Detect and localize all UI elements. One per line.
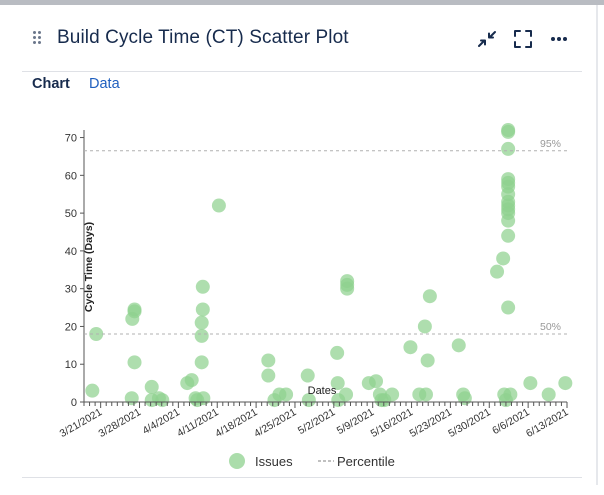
scatter-point — [211, 198, 226, 213]
scatter-point — [501, 141, 516, 156]
scatter-point — [541, 387, 556, 402]
x-tick-label: 5/16/2021 — [369, 406, 416, 440]
scatter-point — [403, 340, 418, 355]
scatter-point — [300, 368, 315, 383]
scatter-point — [127, 304, 142, 319]
fullscreen-button[interactable] — [511, 27, 535, 51]
scatter-point — [195, 302, 210, 317]
y-tick-label: 60 — [65, 170, 77, 182]
widget-card: Build Cycle Time (CT) Scatter Plot — [0, 5, 598, 485]
y-tick-label: 50 — [65, 208, 77, 220]
x-tick-label: 6/13/2021 — [524, 406, 571, 440]
scatter-point — [417, 319, 432, 334]
scatter-point — [422, 289, 437, 304]
y-axis-label: Cycle Time (Days) — [83, 222, 95, 312]
scatter-point — [385, 387, 400, 402]
y-tick-label: 20 — [65, 321, 77, 333]
x-tick-label: 5/30/2021 — [446, 406, 493, 440]
percentile-label: 50% — [540, 321, 561, 333]
fullscreen-icon — [514, 30, 532, 48]
drag-handle-icon[interactable] — [33, 31, 43, 47]
scatter-point — [418, 387, 433, 402]
scatter-point — [127, 355, 142, 370]
window-top-strip — [0, 0, 604, 5]
more-button[interactable] — [547, 27, 571, 51]
tab-data[interactable]: Data — [89, 76, 120, 92]
scatter-point — [196, 391, 211, 406]
scatter-point — [261, 353, 276, 368]
legend: Issues Percentile — [229, 453, 395, 469]
x-tick-label: 3/21/2021 — [58, 406, 105, 440]
x-ticks: 3/21/20213/28/20214/4/20214/11/20214/18/… — [58, 402, 571, 440]
scatter-point — [194, 315, 209, 330]
scatter-point — [451, 338, 466, 353]
legend-issues-marker — [229, 453, 245, 469]
x-tick-label: 5/2/2021 — [296, 406, 338, 437]
scatter-point — [523, 376, 538, 391]
legend-percentile-label: Percentile — [337, 454, 395, 469]
collapse-button[interactable] — [475, 27, 499, 51]
x-tick-label: 5/23/2021 — [407, 406, 454, 440]
scatter-point — [503, 387, 518, 402]
x-tick-label: 3/28/2021 — [97, 406, 144, 440]
scatter-point — [501, 124, 516, 139]
scatter-point — [501, 228, 516, 243]
percentile-label: 95% — [540, 138, 561, 150]
points-layer — [85, 123, 573, 408]
widget-title: Build Cycle Time (CT) Scatter Plot — [57, 27, 349, 48]
y-ticks: 0 10 20 30 40 50 60 70 — [65, 133, 84, 409]
scatter-point — [279, 387, 294, 402]
y-tick-label: 40 — [65, 246, 77, 258]
scatter-point — [195, 279, 210, 294]
scatter-point — [330, 376, 345, 391]
scatter-point — [340, 281, 355, 296]
widget-header: Build Cycle Time (CT) Scatter Plot — [0, 5, 596, 71]
scatter-point — [339, 387, 354, 402]
scatter-point — [194, 355, 209, 370]
y-tick-label: 30 — [65, 284, 77, 296]
scatter-point — [194, 328, 209, 343]
y-tick-label: 0 — [71, 397, 77, 409]
scatter-point — [420, 353, 435, 368]
scatter-point — [85, 383, 100, 398]
scatter-point — [501, 300, 516, 315]
scatter-point — [330, 345, 345, 360]
scatter-point — [558, 376, 573, 391]
scatter-point — [490, 264, 505, 279]
more-icon — [551, 37, 567, 41]
scatter-point — [261, 368, 276, 383]
x-tick-label: 4/25/2021 — [252, 406, 299, 440]
scatter-point — [144, 379, 159, 394]
y-tick-label: 70 — [65, 133, 77, 145]
x-tick-label: 4/18/2021 — [213, 406, 260, 440]
y-tick-label: 10 — [65, 359, 77, 371]
percentile-layer: 95% 50% — [84, 138, 567, 335]
legend-issues-label: Issues — [255, 454, 293, 469]
scatter-point — [457, 391, 472, 406]
header-divider — [22, 71, 582, 72]
collapse-icon — [478, 31, 496, 47]
scatter-point — [155, 393, 170, 408]
x-axis-label: Dates — [308, 385, 337, 397]
scatter-point — [124, 391, 139, 406]
scatter-point — [501, 213, 516, 228]
scatter-point — [496, 251, 511, 266]
x-tick-label: 4/11/2021 — [175, 406, 221, 439]
footer-divider — [22, 477, 582, 478]
scatter-point — [184, 373, 199, 388]
tab-chart[interactable]: Chart — [32, 76, 70, 92]
scatter-point — [369, 374, 384, 389]
scatter-point — [301, 393, 316, 408]
